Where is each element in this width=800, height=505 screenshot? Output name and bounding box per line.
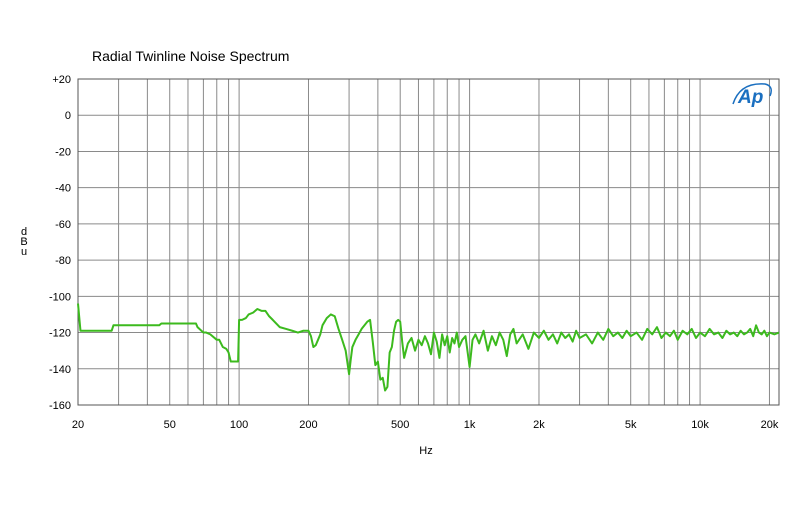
y-tick-label: -60 (55, 219, 71, 231)
y-tick-label: +20 (52, 74, 71, 86)
x-axis-label: Hz (419, 445, 432, 457)
x-tick-label: 200 (299, 419, 317, 431)
chart-title: Radial Twinline Noise Spectrum (92, 48, 289, 64)
y-tick-label: -160 (49, 400, 71, 412)
y-tick-label: -120 (49, 328, 71, 340)
y-tick-label: -40 (55, 183, 71, 195)
logo-swoosh (732, 83, 772, 105)
y-tick-label: -20 (55, 146, 71, 158)
x-tick-label: 50 (164, 419, 176, 431)
x-tick-label: 1k (464, 419, 476, 431)
plot-area: 20 50 100 200 500 1k 2k 5k 10k 20k +20 0 -20 -40 -60 -8… (49, 74, 780, 431)
y-axis-label: dBu (18, 226, 30, 256)
y-tick-label: -80 (55, 255, 71, 267)
x-tick-label: 2k (533, 419, 545, 431)
y-tick-label: 0 (65, 110, 71, 122)
x-tick-label: 500 (391, 419, 409, 431)
y-tick-label: -140 (49, 364, 71, 376)
x-tick-label: 5k (625, 419, 637, 431)
y-tick-label: -100 (49, 291, 71, 303)
x-tick-label: 100 (230, 419, 248, 431)
logo-text: Ap (737, 87, 763, 108)
plot-background (78, 79, 779, 405)
logo: Ap (732, 83, 772, 108)
data-line (77, 303, 780, 392)
plot-frame (77, 78, 780, 406)
x-tick-label: 10k (691, 419, 709, 431)
x-tick-label: 20 (72, 419, 84, 431)
x-tick-label: 20k (761, 419, 779, 431)
